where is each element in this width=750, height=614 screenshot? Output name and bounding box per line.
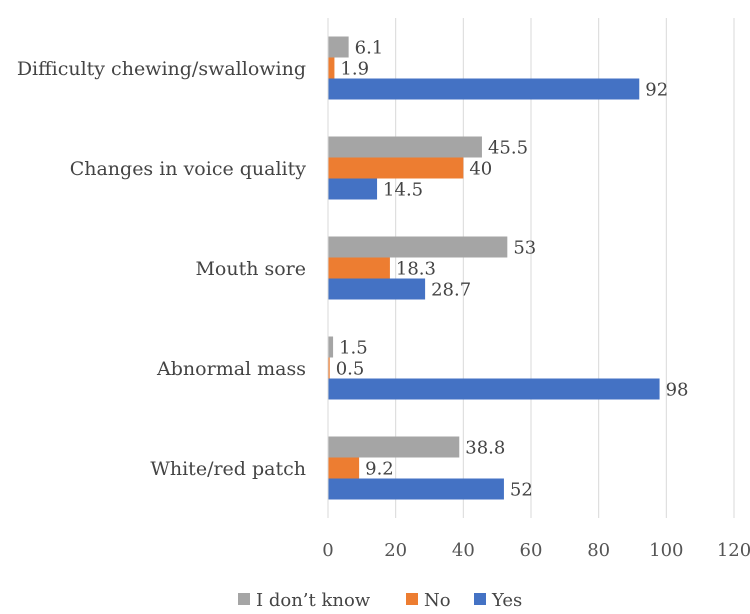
legend-swatch bbox=[238, 593, 250, 605]
x-tick-label: 120 bbox=[717, 540, 750, 561]
x-axis-ticks: 0 20 40 60 80 100 120 bbox=[322, 540, 750, 561]
bar bbox=[328, 378, 660, 400]
x-tick-label: 0 bbox=[322, 540, 333, 561]
legend-swatch bbox=[406, 593, 418, 605]
x-tick-label: 100 bbox=[649, 540, 683, 561]
category-label: White/red patch bbox=[150, 458, 306, 480]
x-tick-label: 20 bbox=[384, 540, 407, 561]
bar bbox=[328, 457, 360, 479]
category-label: Changes in voice quality bbox=[70, 158, 307, 180]
x-tick-label: 60 bbox=[520, 540, 543, 561]
bar bbox=[328, 36, 349, 58]
x-tick-label: 40 bbox=[452, 540, 475, 561]
bar bbox=[328, 357, 330, 379]
bar bbox=[328, 157, 464, 179]
legend-label: I don’t know bbox=[256, 590, 371, 611]
data-label: 45.5 bbox=[488, 138, 528, 159]
category-labels: Difficulty chewing/swallowing Changes in … bbox=[17, 58, 306, 480]
legend-label: No bbox=[424, 590, 451, 611]
legend-label: Yes bbox=[491, 590, 522, 611]
category-label: Mouth sore bbox=[195, 258, 306, 280]
category-label: Difficulty chewing/swallowing bbox=[17, 58, 306, 80]
data-label: 18.3 bbox=[396, 259, 436, 280]
legend: I don’t know No Yes bbox=[238, 590, 522, 611]
bar bbox=[328, 236, 508, 258]
data-label: 6.1 bbox=[355, 38, 384, 59]
legend-swatch bbox=[474, 593, 486, 605]
bar bbox=[328, 57, 335, 79]
data-label: 1.5 bbox=[339, 338, 368, 359]
data-label: 52 bbox=[510, 480, 533, 501]
value-labels: 6.11.9 92 45.540 14.5 53 18.328.7 1.50.5 98 38.8… bbox=[336, 38, 689, 501]
data-label: 40 bbox=[469, 159, 492, 180]
gridlines bbox=[395, 18, 735, 518]
data-label: 28.7 bbox=[431, 280, 471, 301]
data-label: 1.9 bbox=[340, 59, 369, 80]
bar bbox=[328, 436, 460, 458]
bar bbox=[328, 178, 378, 200]
data-label: 14.5 bbox=[383, 180, 423, 201]
data-label: 53 bbox=[513, 238, 536, 259]
bar bbox=[328, 136, 482, 158]
bar bbox=[328, 257, 390, 279]
bars bbox=[328, 36, 660, 500]
data-label: 92 bbox=[645, 80, 668, 101]
bar bbox=[328, 78, 640, 100]
data-label: 98 bbox=[666, 380, 689, 401]
bar bbox=[328, 278, 426, 300]
data-label: 38.8 bbox=[465, 438, 505, 459]
bar bbox=[328, 336, 334, 358]
category-label: Abnormal mass bbox=[156, 358, 306, 380]
data-label: 0.5 bbox=[336, 359, 365, 380]
bar bbox=[328, 478, 504, 500]
data-label: 9.2 bbox=[365, 459, 394, 480]
x-tick-label: 80 bbox=[587, 540, 610, 561]
